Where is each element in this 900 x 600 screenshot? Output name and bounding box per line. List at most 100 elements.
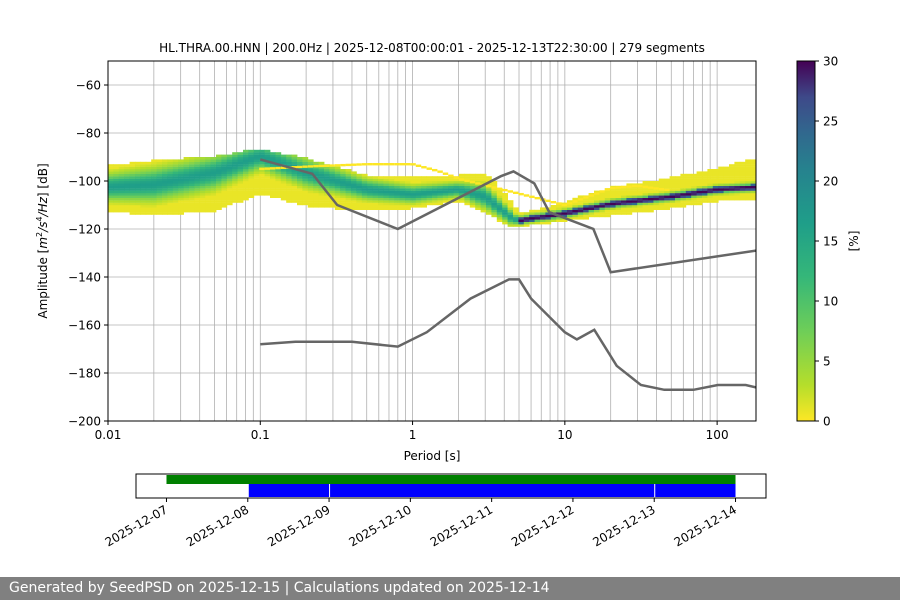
ppsd-cell [588, 209, 595, 213]
ppsd-cell [658, 197, 665, 201]
ppsd-cell [183, 205, 190, 208]
ppsd-cell [264, 169, 271, 172]
ppsd-cell [621, 202, 627, 206]
ppsd-cell [210, 197, 217, 201]
ppsd-cell [135, 181, 141, 184]
ppsd-cell [680, 185, 687, 189]
ppsd-cell [523, 217, 530, 220]
ppsd-cell [685, 200, 692, 203]
ppsd-cell [610, 195, 616, 198]
ppsd-cell [642, 185, 648, 189]
ppsd-cell [129, 164, 136, 167]
ppsd-cell [685, 193, 692, 196]
ppsd-cell [653, 200, 660, 203]
ppsd-cell [226, 173, 233, 177]
ppsd-cell [253, 164, 260, 167]
ppsd-cell [318, 195, 325, 198]
ppsd-cell [723, 178, 730, 182]
ppsd-cell [243, 152, 249, 155]
ppsd-cell [264, 164, 271, 167]
ppsd-histogram [108, 149, 756, 227]
ppsd-cell [108, 205, 114, 208]
ppsd-cell [637, 195, 643, 198]
ppsd-cell [205, 159, 211, 162]
ppsd-cell [205, 205, 211, 208]
ppsd-cell [356, 183, 363, 186]
ppsd-cell [410, 195, 417, 198]
ppsd-cell [745, 195, 751, 198]
ppsd-cell [567, 200, 573, 203]
ppsd-cell [475, 207, 481, 210]
ppsd-cell [432, 195, 438, 198]
ppsd-cell [399, 200, 406, 203]
ppsd-cell [453, 195, 460, 198]
ppsd-cell [221, 193, 228, 196]
ppsd-cell [685, 185, 692, 189]
ppsd-cell [280, 195, 287, 198]
ppsd-cell [480, 176, 487, 179]
ppsd-cell [491, 202, 498, 206]
ppsd-cell [226, 183, 233, 186]
ppsd-cell [302, 178, 309, 182]
ppsd-cell [367, 176, 373, 179]
ppsd-cell [108, 200, 114, 203]
ppsd-cell [604, 202, 611, 206]
ppsd-cell [491, 214, 498, 218]
ppsd-cell [307, 159, 314, 162]
ppsd-cell [491, 195, 498, 198]
ppsd-cell [232, 181, 238, 184]
ppsd-cell [696, 181, 703, 184]
ppsd-cell [577, 217, 584, 220]
ppsd-cell [237, 171, 244, 174]
ppsd-cell [437, 193, 444, 196]
ppsd-cell [243, 195, 249, 198]
ppsd-cell [496, 200, 503, 203]
ppsd-cell [124, 197, 130, 201]
ppsd-cell [162, 197, 168, 201]
ppsd-cell [210, 161, 217, 165]
ppsd-cell [745, 197, 751, 201]
ppsd-cell [399, 176, 406, 179]
ppsd-cell [685, 190, 692, 194]
ppsd-cell [712, 195, 719, 198]
ppsd-cell [486, 207, 492, 210]
ppsd-cell [664, 193, 670, 196]
ppsd-cell [253, 181, 260, 184]
ppsd-cell [453, 190, 460, 194]
ppsd-cell [599, 195, 606, 198]
ppsd-cell [216, 173, 222, 177]
ppsd-cell [432, 183, 438, 186]
ppsd-cell [194, 202, 201, 206]
ppsd-cell [178, 185, 184, 189]
timeline-axis: 2025-12-07 2025-12-08 2025-12-09 2025-12-10… [103, 498, 739, 549]
ppsd-cell [221, 166, 228, 170]
ppsd-cell [183, 190, 190, 194]
ppsd-cell [129, 161, 136, 165]
ppsd-cell [270, 176, 276, 179]
ppsd-cell [410, 193, 417, 196]
ppsd-cell [734, 190, 741, 194]
ppsd-cell [205, 190, 211, 194]
ppsd-cell [648, 193, 654, 196]
ppsd-cell [372, 190, 379, 194]
ppsd-cell [253, 159, 260, 162]
ppsd-cell [264, 190, 271, 194]
ppsd-cell [307, 181, 314, 184]
ppsd-cell [156, 207, 163, 210]
ppsd-cell [637, 183, 643, 186]
ppsd-cell [135, 202, 141, 206]
ppsd-cell [675, 183, 681, 186]
ppsd-cell [172, 190, 179, 194]
ppsd-cell [108, 209, 114, 213]
ppsd-cell [718, 197, 724, 201]
ppsd-cell [199, 185, 206, 189]
ppsd-cell [702, 171, 708, 174]
ppsd-cell [113, 176, 120, 179]
ppsd-cell [140, 195, 147, 198]
ppsd-cell [750, 166, 756, 170]
ppsd-cell [113, 188, 120, 191]
ppsd-cell [280, 169, 287, 172]
footer-text: Generated by SeedPSD on 2025-12-15 | Cal… [9, 580, 550, 596]
ppsd-cell [637, 193, 643, 196]
ppsd-cell [707, 197, 714, 201]
